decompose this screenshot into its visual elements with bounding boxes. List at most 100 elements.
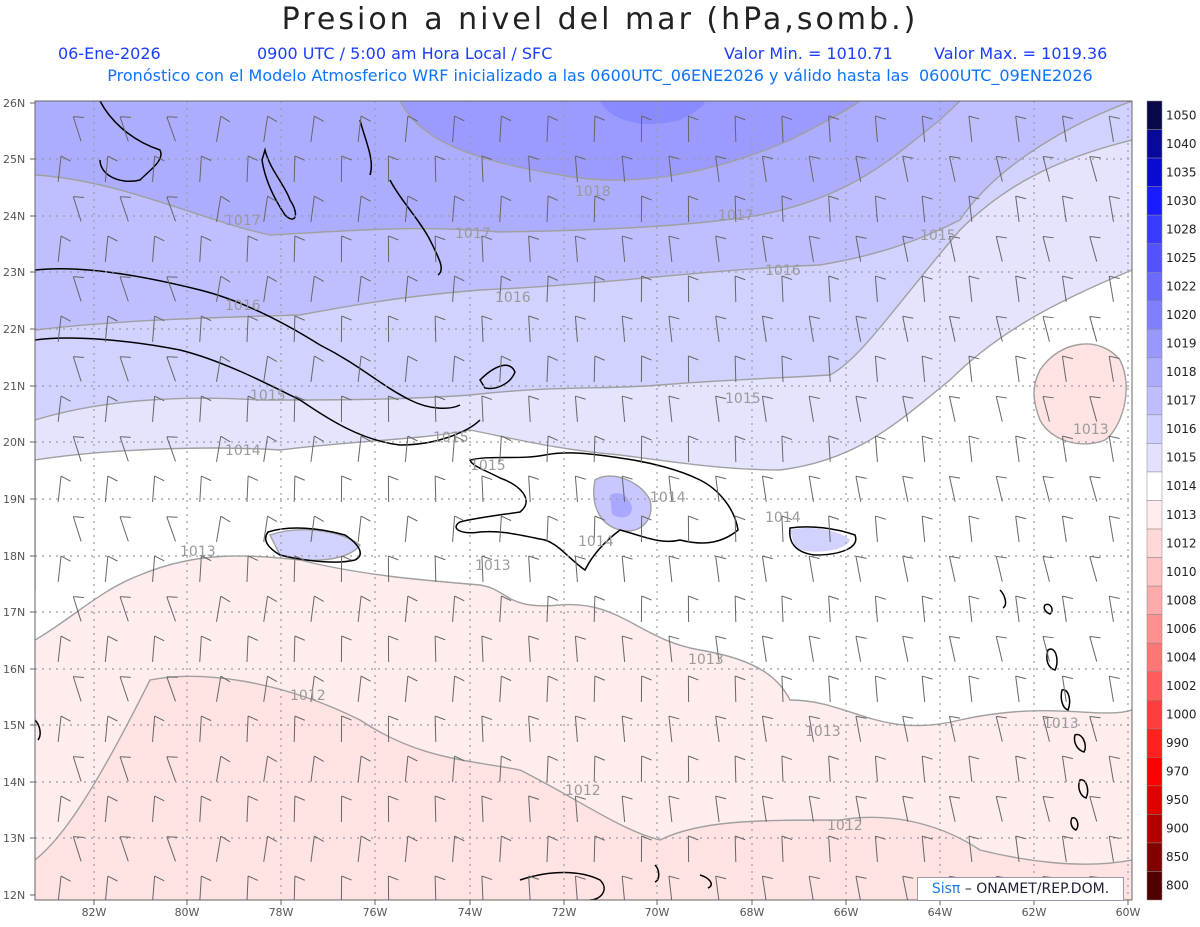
wind-barb: [199, 795, 212, 823]
wind-barb: [293, 235, 305, 263]
wind-barb: [104, 155, 118, 182]
wind-barb: [72, 516, 85, 542]
wind-barb: [72, 276, 85, 302]
wind-barb: [293, 715, 305, 743]
wind-barb: [968, 515, 980, 542]
wind-barb: [310, 755, 324, 782]
wind-barb: [1108, 595, 1120, 622]
wind-barb: [715, 475, 727, 502]
wind-barb: [293, 635, 305, 663]
lon-label: 80W: [175, 906, 200, 919]
wind-barb: [761, 235, 774, 262]
wind-barb: [715, 635, 727, 662]
wind-barb: [434, 875, 446, 900]
wind-barb: [263, 595, 278, 622]
lat-label: 20N: [3, 436, 25, 449]
wind-barb: [404, 675, 418, 702]
colorbar-swatch: [1146, 814, 1163, 844]
wind-barb: [357, 275, 371, 302]
wind-barb: [640, 435, 652, 463]
wind-barb: [216, 675, 231, 702]
wind-barb: [948, 635, 961, 662]
lon-label: 62W: [1022, 906, 1047, 919]
wind-barb: [72, 836, 85, 862]
colorbar-swatch: [1146, 500, 1163, 530]
wind-barb: [808, 715, 820, 742]
contour-label: 1014: [578, 534, 614, 550]
wind-barb: [546, 755, 559, 783]
latitude-axis: 26N 25N 24N 23N 22N 21N 20N 19N 18N 17N 16N 15N 14N 1…: [3, 97, 35, 902]
wind-barb: [1061, 275, 1074, 302]
wind-barb: [687, 755, 699, 783]
wind-barb: [781, 435, 793, 463]
wind-barb: [948, 155, 961, 182]
wind-barb: [499, 275, 512, 303]
wind-barb: [216, 195, 231, 222]
colorbar-label: 1035: [1166, 165, 1197, 179]
wind-barb: [1061, 675, 1074, 702]
wind-barb: [593, 355, 605, 383]
wind-barb: [152, 475, 165, 503]
lat-label: 12N: [3, 889, 25, 902]
wind-barb: [246, 555, 259, 583]
wind-barb: [855, 715, 867, 742]
colorbar-label: 1022: [1166, 279, 1197, 293]
pressure-band-1011: [35, 676, 1132, 900]
wind-barb: [761, 155, 774, 182]
wind-barb: [199, 395, 212, 423]
wind-barb: [808, 875, 820, 900]
wind-barb: [1061, 195, 1074, 222]
max-value-label: Valor Max. = 1019.36: [934, 44, 1108, 63]
wind-barb: [340, 555, 352, 583]
min-value-label: Valor Min. = 1010.71: [724, 44, 893, 63]
contour-label: 1015: [250, 388, 286, 404]
colorbar-swatch: [1146, 357, 1163, 387]
wind-barb: [668, 315, 680, 342]
wind-barb: [902, 155, 914, 182]
contour-label: 1014: [765, 510, 801, 526]
wind-barb: [152, 315, 165, 343]
wind-barb: [902, 475, 914, 502]
colorbar-label: 1012: [1166, 536, 1197, 550]
plot-frame: [34, 100, 1133, 901]
wind-barb: [340, 155, 352, 183]
wind-barb: [761, 795, 774, 822]
colorbar-swatch: [1146, 528, 1163, 558]
colorbar-swatch: [1146, 557, 1163, 587]
wind-barb: [357, 835, 371, 862]
wind-barb: [499, 755, 512, 783]
wind-barb: [104, 715, 118, 742]
wind-barb: [72, 356, 85, 382]
wind-barb: [499, 515, 512, 543]
colorbar-swatch: [1146, 157, 1163, 187]
wind-barb: [546, 435, 559, 463]
wind-barb: [715, 875, 727, 900]
wind-barb: [263, 675, 278, 702]
wind-barb: [948, 475, 961, 502]
wind-barb: [1042, 475, 1054, 502]
wind-barb: [715, 315, 727, 342]
wind-barb: [1042, 635, 1054, 662]
colorbar-label: 1016: [1166, 422, 1197, 436]
wind-barb: [72, 196, 85, 222]
wind-barb: [310, 275, 324, 302]
wind-barb: [152, 555, 165, 583]
pressure-island-high: [1034, 343, 1127, 444]
wind-barb: [434, 235, 446, 263]
colorbar-swatch: [1146, 728, 1163, 758]
wind-barb: [246, 315, 259, 343]
wind-barb: [1015, 275, 1027, 302]
wind-barb: [528, 475, 540, 503]
wind-barb: [808, 235, 820, 262]
wind-barb: [1061, 355, 1074, 382]
wind-barb: [1015, 195, 1027, 222]
wind-barb: [968, 755, 980, 782]
wind-barb: [104, 555, 118, 582]
wind-barb: [216, 435, 231, 462]
wind-barb: [1042, 555, 1054, 582]
wind-barb: [921, 275, 933, 302]
wind-barb: [734, 195, 746, 223]
wind-barb: [995, 555, 1007, 582]
wind-barb: [57, 235, 71, 262]
